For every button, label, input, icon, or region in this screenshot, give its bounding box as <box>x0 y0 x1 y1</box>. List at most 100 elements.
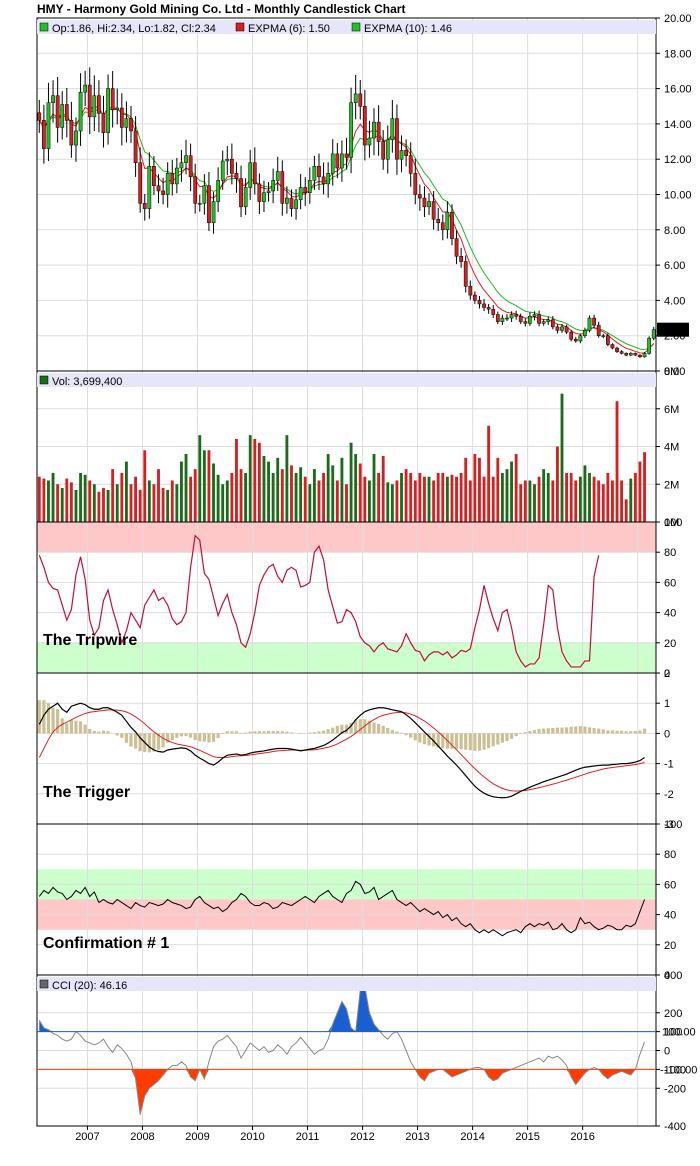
trigger-tick-label: 0 <box>664 728 670 740</box>
candle <box>601 333 606 339</box>
trigger-histogram-bar <box>280 731 284 734</box>
candle <box>518 313 523 325</box>
trigger-histogram-bar <box>574 726 578 734</box>
trigger-histogram-bar <box>642 728 647 734</box>
candle-body <box>569 331 574 340</box>
trigger-histogram-bar <box>92 730 96 734</box>
volume-bar <box>620 480 624 522</box>
candle <box>262 180 266 213</box>
tripwire-tick-label: 40 <box>664 608 676 620</box>
trigger-histogram-bar <box>422 733 427 745</box>
trigger-signal-line <box>38 709 645 792</box>
candle <box>505 314 509 322</box>
volume-bar <box>102 488 105 522</box>
candle-body <box>51 95 55 103</box>
candle <box>326 162 331 198</box>
volume-bar <box>138 489 142 522</box>
candle <box>468 280 473 300</box>
candle-body <box>399 150 404 160</box>
volume-bar <box>427 476 431 522</box>
candle <box>174 157 179 194</box>
volume-bar <box>624 499 628 522</box>
candle <box>473 291 477 304</box>
trigger-histogram-bar <box>161 733 165 748</box>
trigger-histogram-bar <box>253 731 257 734</box>
candle <box>578 333 583 344</box>
x-tick-label: 2011 <box>296 1131 320 1143</box>
volume-bar <box>97 491 101 522</box>
trigger-histogram-bar <box>441 733 445 749</box>
volume-bar <box>303 476 307 522</box>
price-legend: Op:1.86, Hi:2.34, Lo:1.82, Cl:2.34 EXPMA… <box>37 20 656 35</box>
candle <box>285 186 289 214</box>
candle <box>633 352 638 356</box>
trigger-histogram-bar <box>532 730 537 734</box>
volume-bar <box>157 469 160 522</box>
volume-legend-bg <box>37 373 656 387</box>
candle <box>413 158 418 205</box>
volume-bar <box>386 482 390 522</box>
trigger-histogram-bar <box>633 730 637 734</box>
trigger-histogram-bar <box>376 724 381 734</box>
candle <box>184 139 188 175</box>
trigger-histogram-bar <box>207 733 211 743</box>
ema6-swatch <box>235 22 245 32</box>
volume-bar <box>88 480 92 522</box>
annotation-confirmation: Confirmation # 1 <box>43 935 169 952</box>
candle-body <box>555 326 560 331</box>
trigger-histogram-bar <box>221 733 225 735</box>
volume-bar <box>317 480 321 522</box>
candle-body <box>119 107 124 128</box>
trigger-histogram-bar <box>528 730 532 734</box>
trigger-histogram-bar <box>285 731 289 734</box>
candle <box>46 82 51 162</box>
candle-body <box>307 180 312 193</box>
candle <box>573 336 578 343</box>
trigger-histogram-bar <box>578 726 582 734</box>
candle-body <box>152 166 156 186</box>
price-tick-label: 12.00 <box>664 154 692 166</box>
price-tick-label: 6.00 <box>664 260 685 272</box>
candle-body <box>326 173 331 185</box>
trigger-histogram-bar <box>69 719 73 734</box>
ema10-legend: EXPMA (10): 1.46 <box>364 23 452 35</box>
candle-body <box>541 321 546 324</box>
trigger-histogram-bar <box>147 733 151 753</box>
candle-body <box>408 155 413 174</box>
candle <box>257 173 262 215</box>
cci-line <box>38 985 646 1115</box>
candle <box>564 324 569 335</box>
candle <box>395 104 399 175</box>
trigger-histogram-bar <box>138 733 142 752</box>
volume-bar <box>271 472 275 522</box>
price-tick-label: 18.00 <box>664 48 692 60</box>
candle-body <box>349 102 353 158</box>
volume-bar <box>115 484 119 522</box>
candle <box>560 323 564 333</box>
candle <box>202 174 207 215</box>
trigger-histogram-bar <box>276 730 280 734</box>
candle-body <box>500 317 505 322</box>
candle-body <box>505 317 509 320</box>
volume-bar <box>56 484 60 522</box>
candle-body <box>303 187 308 193</box>
volume-bar <box>533 484 536 522</box>
candle <box>436 207 441 232</box>
volume-bar <box>643 452 646 522</box>
volume-bar <box>340 457 344 522</box>
candle <box>275 156 280 192</box>
trigger-histogram-bar <box>555 727 560 734</box>
trigger-histogram-bar <box>65 723 69 734</box>
tripwire-tick-label: 100 <box>664 517 682 529</box>
candle-body <box>174 167 179 185</box>
candle <box>115 88 120 125</box>
volume-bar <box>51 472 55 522</box>
trigger-histogram-bar <box>454 733 459 749</box>
price-tick-label: 20.00 <box>664 13 692 25</box>
candle-body <box>431 201 436 220</box>
volume-bar <box>500 472 504 522</box>
cci-legend-bg <box>37 977 656 991</box>
volume-bar <box>349 442 353 522</box>
trigger-histogram-bar <box>152 733 156 752</box>
candle <box>197 194 202 212</box>
